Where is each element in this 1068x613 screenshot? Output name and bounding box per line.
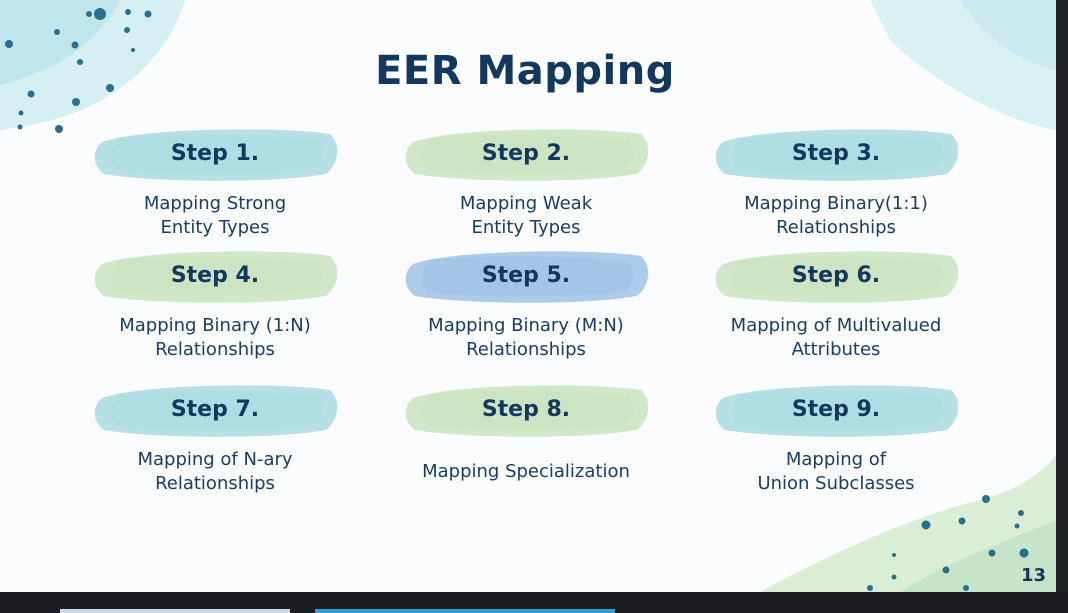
brush-stroke (405, 385, 649, 437)
step-description: Mapping Binary (1:N) Relationships (119, 315, 311, 360)
page-number: 13 (1020, 565, 1046, 586)
step-card: Step 8. Mapping Specialization (376, 380, 676, 484)
step-description: Mapping of Multivalued Attributes (730, 315, 942, 360)
step-label: Step 4. (170, 263, 260, 288)
step-description: Mapping of N-ary Relationships (137, 449, 293, 494)
step-label: Step 7. (170, 397, 260, 422)
step-card: Step 1. Mapping Strong Entity Types (65, 124, 365, 240)
step-label: Step 8. (481, 397, 571, 422)
watercolor-decoration (0, 0, 1056, 592)
step-card: Step 5. Mapping Binary (M:N) Relationship… (376, 246, 676, 362)
step-description: Mapping Strong Entity Types (143, 193, 287, 238)
step-label: Step 3. (791, 141, 881, 166)
step-card: Step 3. Mapping Binary(1:1) Relationships (686, 124, 986, 240)
brush-stroke (405, 251, 649, 303)
brush-stroke (94, 129, 338, 181)
step-card: Step 4. Mapping Binary (1:N) Relationship… (65, 246, 365, 362)
brush-stroke (405, 129, 649, 181)
step-label: Step 6. (791, 263, 881, 288)
step-card: Step 7. Mapping of N-ary Relationships (65, 380, 365, 496)
step-label: Step 5. (481, 263, 571, 288)
dots-top-left (5, 8, 152, 133)
dots-bottom-right (867, 495, 1029, 591)
step-label: Step 9. (791, 397, 881, 422)
brush-stroke (715, 385, 959, 437)
brush-stroke (715, 251, 959, 303)
step-description: Mapping Binary(1:1) Relationships (744, 193, 928, 238)
step-card: Step 2. Mapping Weak Entity Types (376, 124, 676, 240)
step-label: Step 1. (170, 141, 260, 166)
slide-title: EER Mapping (375, 48, 675, 94)
brush-stroke (94, 385, 338, 437)
step-card: Step 6. Mapping of Multivalued Attributes (686, 246, 986, 362)
taskbar-tab[interactable] (60, 609, 290, 613)
step-description: Mapping Weak Entity Types (459, 193, 593, 238)
step-description: Mapping Binary (M:N) Relationships (428, 315, 624, 360)
brush-stroke (94, 251, 338, 303)
step-description: Mapping Specialization (422, 461, 630, 482)
step-label: Step 2. (481, 141, 571, 166)
taskbar-tab-active[interactable] (315, 609, 615, 613)
step-description: Mapping of Union Subclasses (757, 449, 915, 494)
window-right-edge (1056, 0, 1068, 613)
brush-stroke (715, 129, 959, 181)
slide: EER Mapping Step 1. Mapping Strong Entity… (0, 0, 1056, 592)
step-card: Step 9. Mapping of Union Subclasses (686, 380, 986, 496)
window-bottom-edge (0, 592, 1068, 613)
